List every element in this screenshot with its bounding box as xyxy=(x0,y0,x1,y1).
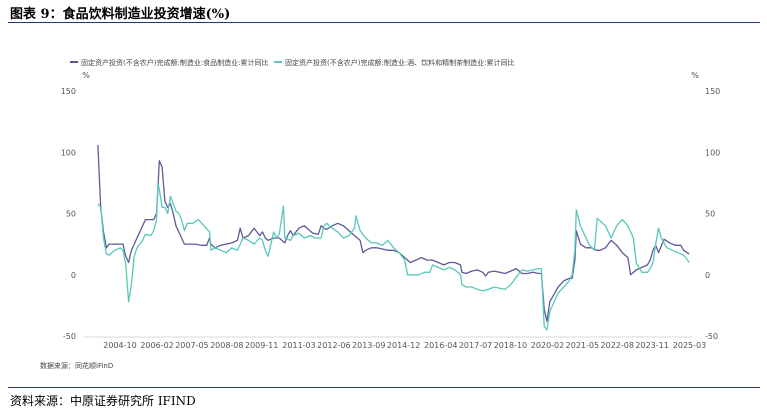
x-tick-label: 2013-09 xyxy=(352,341,385,350)
right-tick-label: 50 xyxy=(705,210,715,219)
series-line-1 xyxy=(97,144,690,322)
left-tick-label: 0 xyxy=(71,271,76,280)
x-tick-label: 2011-03 xyxy=(282,341,315,350)
x-tick-label: 2023-11 xyxy=(635,341,668,350)
x-tick-label: 2020-02 xyxy=(531,341,564,350)
x-tick-label: 2021-05 xyxy=(566,341,599,350)
page-title: 图表 9：食品饮料制造业投资增速(%) xyxy=(10,7,231,22)
left-tick-label: 100 xyxy=(61,148,76,157)
series-line-2 xyxy=(97,183,690,331)
left-axis: 150 100 50 0 -50 xyxy=(61,87,76,341)
right-axis-unit: % xyxy=(691,71,699,80)
right-tick-label: -50 xyxy=(705,332,718,341)
plot-area xyxy=(97,144,690,331)
left-axis-unit: % xyxy=(82,71,90,80)
left-tick-label: 50 xyxy=(66,210,76,219)
x-tick-label: 2014-12 xyxy=(387,341,420,350)
right-tick-label: 100 xyxy=(705,148,720,157)
right-axis: 150 100 50 0 -50 xyxy=(705,87,720,341)
data-source-note: 数据来源：同花顺iFinD xyxy=(40,361,113,370)
x-tick-label: 2004-10 xyxy=(103,341,136,350)
left-tick-label: 150 xyxy=(61,87,76,96)
source-note: 资料来源：中原证券研究所 IFIND xyxy=(10,394,196,408)
x-tick-label: 2016-04 xyxy=(424,341,457,350)
legend-label-series-2: 固定资产投资(不含农户)完成额:制造业:酒、饮料和精制茶制造业:累计同比 xyxy=(285,58,515,67)
x-tick-label: 2007-05 xyxy=(175,341,208,350)
x-tick-label: 2025-03 xyxy=(673,341,706,350)
legend-label-series-1: 固定资产投资(不含农户)完成额:制造业:食品制造业:累计同比 xyxy=(81,58,269,67)
x-tick-label: 2008-08 xyxy=(210,341,243,350)
x-tick-label: 2009-11 xyxy=(245,341,278,350)
footer-rule xyxy=(8,387,760,388)
x-tick-label: 2012-06 xyxy=(317,341,350,350)
right-tick-label: 0 xyxy=(705,271,710,280)
x-tick-label: 2022-08 xyxy=(601,341,634,350)
x-axis: 2004-10 2006-02 2007-05 2008-08 2009-11 2011-… xyxy=(84,336,706,350)
right-tick-label: 150 xyxy=(705,87,720,96)
x-tick-label: 2018-10 xyxy=(494,341,527,350)
legend: 固定资产投资(不含农户)完成额:制造业:食品制造业:累计同比 固定资产投资(不含… xyxy=(70,58,515,67)
x-tick-label: 2017-07 xyxy=(459,341,492,350)
left-tick-label: -50 xyxy=(63,332,76,341)
title-rule xyxy=(8,22,760,23)
x-tick-label: 2006-02 xyxy=(140,341,173,350)
